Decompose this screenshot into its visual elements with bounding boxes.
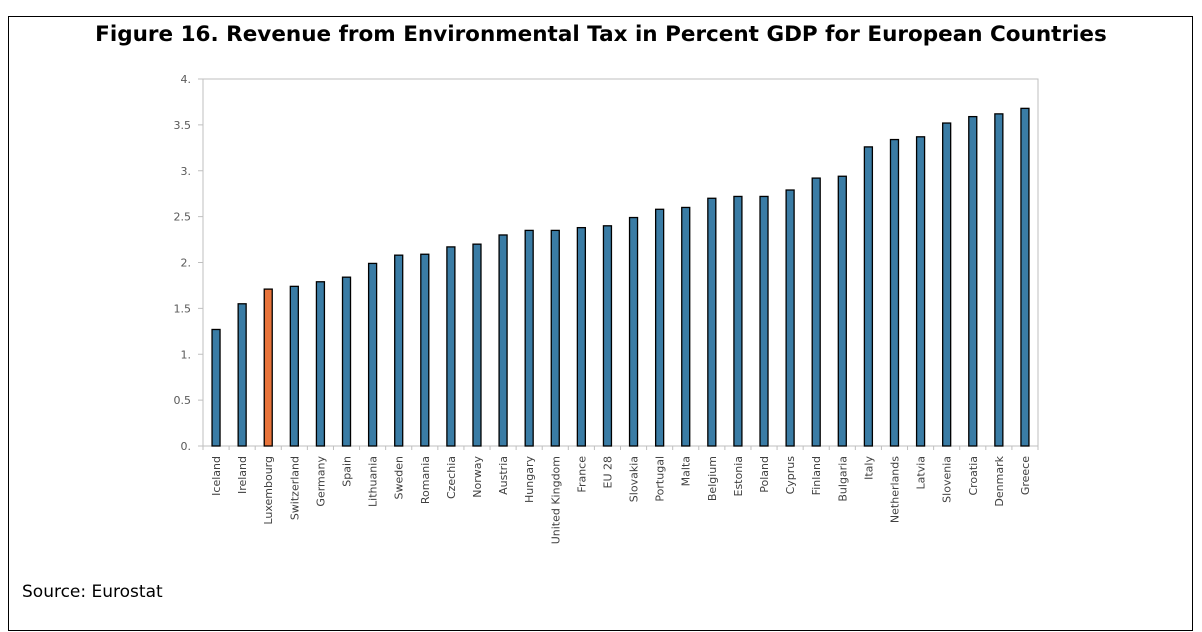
x-tick-label: Hungary [523,456,536,503]
x-tick-label: Ireland [236,456,249,494]
bar-czechia [446,246,456,447]
x-tick-label: Malta [680,456,693,486]
x-tick-label: Poland [758,456,771,493]
bar-belgium [707,197,717,447]
figure-frame [8,16,1193,631]
bar-spain [341,276,352,447]
x-tick-label: Spain [341,456,354,487]
bar-eu-28 [602,225,613,447]
bar-portugal [654,208,665,447]
figure-title: Figure 16. Revenue from Environmental Ta… [95,22,1107,47]
bar-iceland [211,328,221,447]
y-tick-label: 2.5 [174,211,192,224]
bar-romania [420,253,430,447]
x-tick-label: Finland [810,456,823,495]
x-tick-label: Greece [1019,456,1032,495]
x-tick-label: EU 28 [601,456,614,489]
x-tick-label: Austria [497,456,510,495]
bar-greece [1020,107,1030,447]
x-tick-label: Germany [314,456,327,507]
x-tick-label: Cyprus [784,456,797,495]
bar-latvia [915,136,926,447]
plot-border [202,78,1039,447]
x-tick-label: Estonia [732,456,745,497]
bar-austria [498,234,508,447]
bar-bulgaria [837,175,847,447]
x-tick-label: Bulgaria [836,456,849,502]
bar-cyprus [785,189,795,447]
x-tick-label: Romania [419,456,432,504]
y-tick-label: 1. [181,348,192,361]
bar-denmark [994,113,1004,447]
bar-malta [681,206,691,447]
bar-italy [863,146,874,447]
bar-switzerland [289,285,299,447]
y-tick-label: 1.5 [174,302,192,315]
bar-poland [759,195,769,447]
bar-norway [472,243,482,447]
x-tick-label: Switzerland [288,456,301,520]
x-tick-label: Slovenia [941,456,954,503]
x-tick-label: Sweden [393,456,406,499]
bar-germany [315,281,326,447]
y-tick-label: 2. [181,257,192,270]
bar-finland [811,177,821,447]
x-tick-label: United Kingdom [549,456,562,544]
bar-slovakia [628,216,639,447]
x-tick-label: Czechia [445,456,458,499]
bar-france [576,226,587,447]
bar-estonia [733,195,743,447]
bar-united-kingdom [550,229,560,447]
x-tick-label: Luxembourg [262,456,275,525]
bar-ireland [237,303,247,447]
x-tick-label: France [575,456,588,493]
plot-area: 0. 0.5 1. 1.5 2. 2.5 3. 3.5 4. Iceland Ireland Luxe… [174,73,1039,544]
y-tick-label: 3.5 [174,119,192,132]
x-tick-label: Norway [471,456,484,498]
source-note: Source: Eurostat [22,582,163,602]
y-tick-label: 3. [181,165,192,178]
x-tick-label: Croatia [967,456,980,496]
bar-netherlands [889,138,900,447]
x-tick-label: Slovakia [628,456,641,502]
x-tick-label: Denmark [993,455,1006,506]
x-tick-label: Latvia [915,456,928,490]
x-tick-label: Netherlands [888,456,901,523]
x-tick-label: Belgium [706,456,719,501]
bar-slovenia [942,122,952,447]
bar-luxembourg [263,288,273,447]
x-tick-label: Lithuania [367,456,380,507]
x-tick-label: Italy [862,456,875,480]
bar-sweden [394,254,404,447]
bar-croatia [968,115,978,447]
y-tick-label: 0. [181,440,192,453]
y-tick-label: 0.5 [174,394,192,407]
x-tick-label: Portugal [654,456,667,502]
bar-hungary [524,229,534,447]
x-tick-label: Iceland [210,456,223,496]
bar-lithuania [367,262,378,447]
y-tick-label: 4. [181,73,192,86]
